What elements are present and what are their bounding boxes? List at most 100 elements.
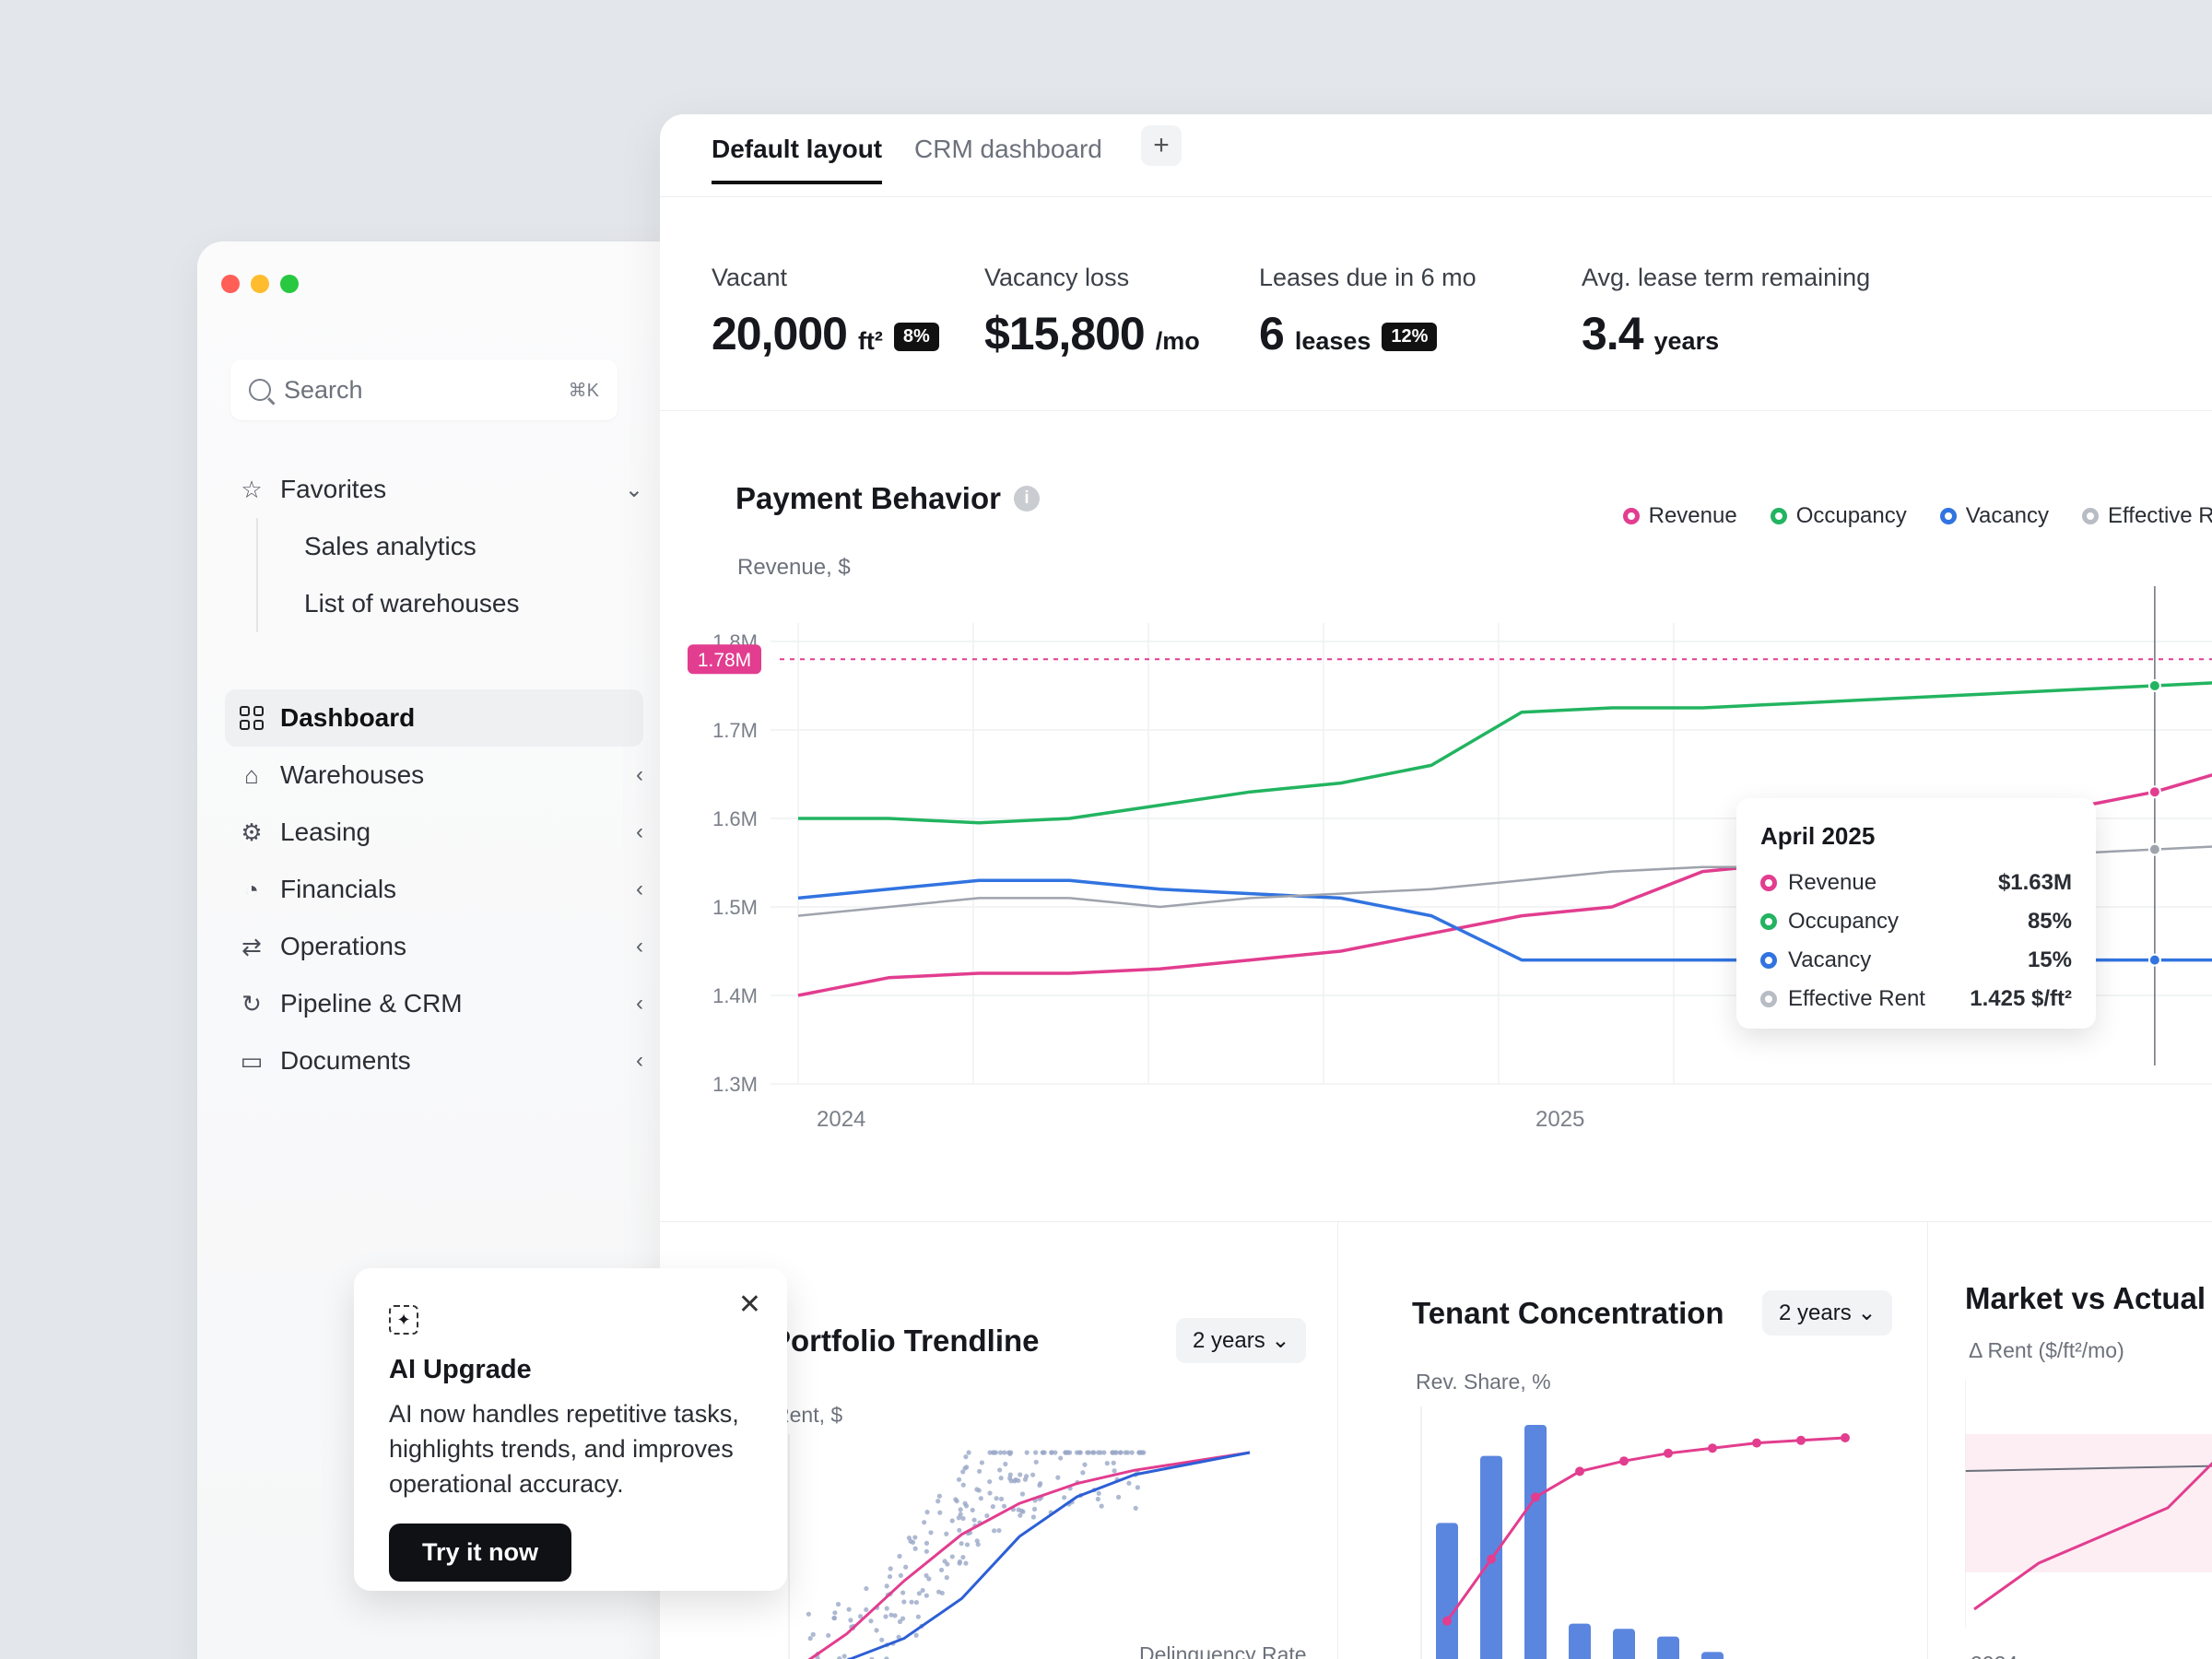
scatter-point xyxy=(936,1493,942,1499)
file-icon: ▭ xyxy=(240,1046,264,1075)
add-tab-button[interactable]: + xyxy=(1141,125,1182,166)
cumulative-point xyxy=(1442,1616,1452,1626)
cumulative-point xyxy=(1531,1492,1540,1502)
close-window-button[interactable] xyxy=(221,275,240,293)
legend-vacancy[interactable]: Vacancy xyxy=(1939,503,2049,529)
period-select[interactable]: 2 years ⌄ xyxy=(1762,1290,1893,1335)
sidebar-item-documents[interactable]: ▭ Documents ‹ xyxy=(238,1032,643,1089)
maximize-window-button[interactable] xyxy=(280,275,299,293)
scatter-point xyxy=(960,1515,966,1522)
scatter-point xyxy=(1016,1507,1021,1512)
scatter-point xyxy=(920,1587,925,1594)
y-axis-label: Δ Rent ($/ft²/mo) xyxy=(1969,1338,2124,1362)
scatter-point xyxy=(949,1518,955,1524)
sidebar-item-operations[interactable]: ⇄ Operations ‹ xyxy=(238,918,643,975)
scatter-point xyxy=(1115,1494,1122,1500)
scatter-point xyxy=(953,1497,959,1502)
scatter-point xyxy=(897,1553,902,1559)
tooltip-title: April 2025 xyxy=(1760,822,1876,850)
card-title: Tenant Concentration xyxy=(1412,1296,1724,1330)
scatter-point xyxy=(1098,1450,1103,1455)
sidebar-item-leasing[interactable]: ⚙ Leasing ‹ xyxy=(238,804,643,861)
scatter-point xyxy=(1133,1505,1138,1511)
scatter-point xyxy=(848,1618,853,1623)
sidebar-item-label: Operations xyxy=(280,932,406,960)
scatter-point xyxy=(997,1450,1004,1455)
kpi-label: Vacant xyxy=(712,264,788,291)
sidebar-nav: ☆ Favorites ⌄ Sales analytics List of wa… xyxy=(225,461,643,1089)
favorite-item-list-of-warehouses[interactable]: List of warehouses xyxy=(256,575,643,632)
favorites-toggle[interactable]: ☆ Favorites ⌄ xyxy=(238,461,643,518)
scatter-point xyxy=(1019,1491,1026,1497)
kpi-value: $15,800 xyxy=(984,308,1146,359)
scatter-point xyxy=(1110,1450,1115,1455)
period-select[interactable]: 2 years ⌄ xyxy=(1176,1318,1307,1363)
legend-revenue[interactable]: Revenue xyxy=(1622,503,1737,529)
scatter-point xyxy=(912,1535,918,1540)
scatter-point xyxy=(868,1618,874,1624)
sidebar-item-label: Dashboard xyxy=(280,703,416,732)
scatter-point xyxy=(963,1503,970,1509)
sidebar-item-dashboard[interactable]: Dashboard xyxy=(225,689,643,747)
scatter-point xyxy=(944,1531,949,1536)
kpi-value: 6 xyxy=(1259,308,1285,359)
scatter-point xyxy=(924,1572,929,1579)
try-it-now-button[interactable]: Try it now xyxy=(389,1524,572,1582)
scatter-point xyxy=(960,1469,966,1475)
scatter-point xyxy=(987,1450,993,1455)
scatter-point xyxy=(1030,1472,1036,1477)
scatter-point xyxy=(963,1560,969,1566)
scatter-point xyxy=(826,1632,831,1639)
scatter-point xyxy=(864,1606,869,1613)
scatter-point xyxy=(857,1614,864,1619)
portfolio-trendline-card: Portfolio Trendline 2 years ⌄ Rent, $ De… xyxy=(660,1222,1338,1659)
kpi-leases-due: Leases due in 6 mo 6 leases 12% xyxy=(1259,264,1477,360)
info-icon[interactable]: i xyxy=(1013,486,1040,512)
tab-default-layout[interactable]: Default layout xyxy=(712,135,883,184)
scatter-point xyxy=(979,1460,984,1465)
search-input[interactable]: Search ⌘K xyxy=(230,359,618,420)
sidebar-item-pipeline-crm[interactable]: ↻ Pipeline & CRM ‹ xyxy=(238,975,643,1032)
scatter-point xyxy=(1033,1450,1039,1455)
kpi-label: Leases due in 6 mo xyxy=(1259,264,1477,291)
cumulative-point xyxy=(1708,1443,1717,1453)
y-tick-label: 1.5M xyxy=(712,896,758,919)
x-axis-label: 2024 xyxy=(1971,1652,2018,1659)
tenant-bar xyxy=(1657,1636,1679,1659)
cumulative-point xyxy=(1752,1438,1761,1448)
search-placeholder: Search xyxy=(284,375,363,404)
cumulative-line xyxy=(1445,1436,1846,1622)
tenant-concentration-chart[interactable] xyxy=(1412,1406,1891,1659)
scatter-point xyxy=(937,1510,943,1515)
scatter-point xyxy=(1018,1472,1023,1477)
legend-effective-rent[interactable]: Effective Rent xyxy=(2082,503,2212,529)
ai-sparkle-icon: ✦ xyxy=(389,1305,418,1335)
tenant-bar xyxy=(1613,1629,1635,1659)
favorite-item-sales-analytics[interactable]: Sales analytics xyxy=(256,518,643,575)
scatter-point xyxy=(912,1546,918,1551)
sidebar-item-warehouses[interactable]: ⌂ Warehouses ‹ xyxy=(238,747,643,804)
scatter-point xyxy=(1112,1468,1117,1474)
scatter-point xyxy=(887,1573,893,1580)
scatter-point xyxy=(1091,1450,1097,1455)
hover-point xyxy=(2147,953,2161,967)
scatter-point xyxy=(879,1637,885,1642)
scatter-point xyxy=(1085,1450,1090,1455)
close-icon[interactable]: ✕ xyxy=(737,1289,761,1320)
scatter-point xyxy=(874,1628,879,1633)
market-vs-actual-chart[interactable] xyxy=(1965,1379,2212,1637)
minimize-window-button[interactable] xyxy=(251,275,269,293)
scatter-point xyxy=(1111,1460,1116,1465)
hover-point xyxy=(2147,842,2161,856)
search-icon xyxy=(249,379,271,401)
tab-crm-dashboard[interactable]: CRM dashboard xyxy=(914,135,1102,163)
scatter-point xyxy=(915,1614,921,1619)
sidebar-item-financials[interactable]: ◔ Financials ‹ xyxy=(238,861,643,918)
legend-occupancy[interactable]: Occupancy xyxy=(1770,503,1907,529)
tenant-bar xyxy=(1524,1425,1547,1659)
tooltip-row-occupancy: Occupancy 85% xyxy=(1760,902,2072,941)
y-tick-label: 1.3M xyxy=(712,1073,758,1096)
portfolio-trendline-chart[interactable] xyxy=(771,1434,1268,1659)
scatter-point xyxy=(815,1655,820,1659)
chevron-left-icon: ‹ xyxy=(636,877,643,901)
